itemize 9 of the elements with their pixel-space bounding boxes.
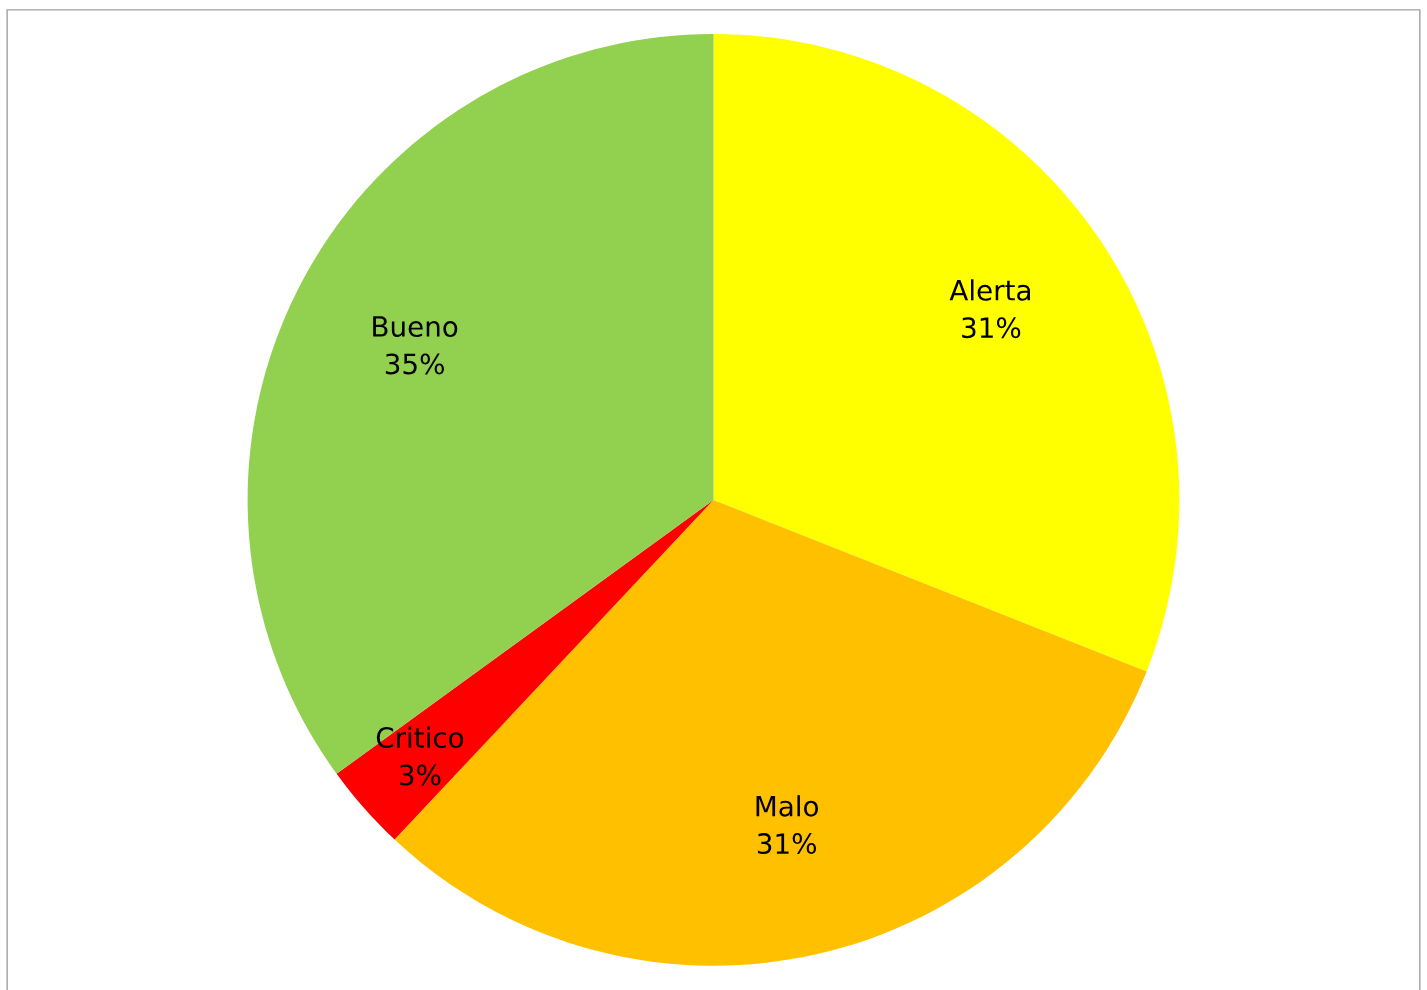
data-label: 3% <box>400 764 441 786</box>
pie-slice <box>713 34 1180 672</box>
data-label: 31% <box>757 833 817 855</box>
pie-slice <box>336 499 714 840</box>
data-label: 31% <box>962 317 1021 339</box>
slice-label: Alerta <box>949 279 1030 301</box>
slice-label: Bueno <box>373 316 458 338</box>
data-label: 35% <box>385 353 444 375</box>
slice-label: Malo <box>756 795 818 817</box>
